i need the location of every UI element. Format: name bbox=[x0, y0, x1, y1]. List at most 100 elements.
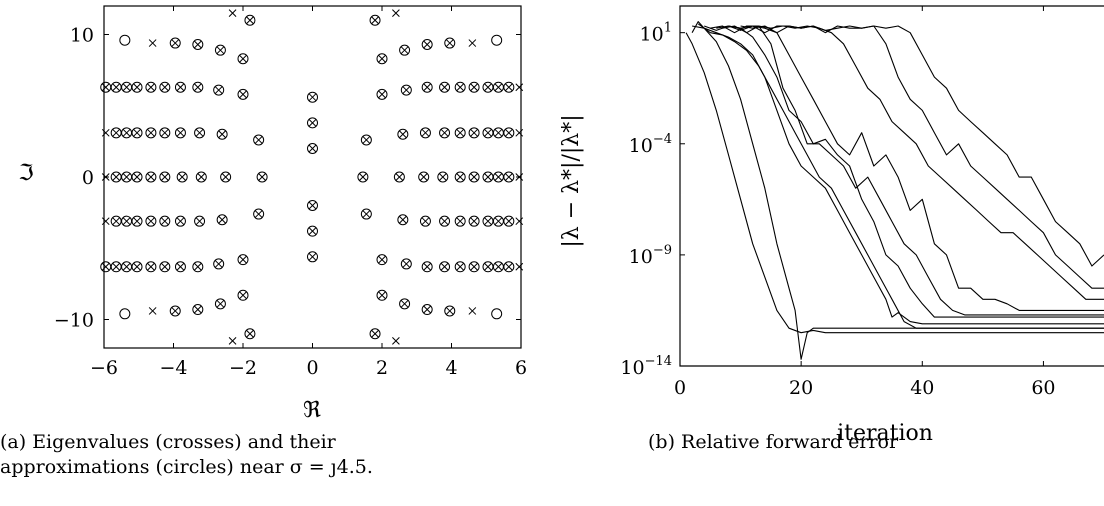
error-plot-frame bbox=[679, 5, 1104, 367]
forward-error-panel: |λ − λ*|/|λ*| iteration 0 20 40 60 101 10−4 10… bbox=[559, 5, 1104, 446]
error-series-line bbox=[728, 25, 1104, 289]
approximation-circle-point bbox=[369, 14, 381, 26]
eigenvalue-cross-point bbox=[438, 173, 447, 181]
approximation-circle-point bbox=[468, 215, 480, 227]
approximation-circle-point bbox=[214, 44, 226, 56]
eigenvalue-cross-point bbox=[419, 173, 428, 181]
error-series-line bbox=[722, 25, 1104, 300]
eigenvalue-cross-point bbox=[515, 83, 524, 92]
approximation-circle-point bbox=[307, 143, 318, 154]
eigenvalue-cross-point bbox=[148, 307, 157, 315]
approximation-circle-point bbox=[307, 251, 318, 263]
eigenvalue-cross-point bbox=[395, 173, 404, 181]
approximation-circle-point bbox=[399, 298, 411, 310]
eigenvalue-cross-point bbox=[484, 83, 492, 92]
eigenvalue-cross-point bbox=[308, 201, 317, 210]
approximation-circle-point bbox=[244, 14, 256, 26]
eigenvalue-cross-point bbox=[147, 128, 155, 137]
approximation-circle-point bbox=[439, 81, 451, 93]
approximation-circle-point bbox=[194, 215, 206, 227]
eigenvalue-cross-point bbox=[258, 173, 266, 181]
approximation-circle-point bbox=[237, 289, 249, 301]
error-series-line bbox=[704, 25, 1104, 318]
eigenvalue-cross-point bbox=[193, 83, 202, 92]
approximation-circle-point bbox=[220, 171, 232, 183]
eigenvalue-cross-point bbox=[362, 210, 371, 218]
approximation-circle-point bbox=[237, 53, 249, 65]
eigenvalue-cross-point bbox=[371, 329, 379, 338]
eigenvalue-cross-point bbox=[101, 128, 110, 137]
eigenvalue-cross-point bbox=[456, 128, 465, 137]
eigenvalue-cross-point bbox=[171, 39, 180, 47]
eigenvalue-cross-point bbox=[133, 217, 141, 226]
approximation-circle-point bbox=[216, 214, 228, 226]
approximation-circle-point bbox=[360, 134, 372, 146]
approximation-circle-point bbox=[399, 44, 411, 56]
eigenvalue-cross-point bbox=[216, 46, 225, 55]
approximation-circle-point bbox=[214, 298, 226, 310]
eigenvalue-cross-point bbox=[398, 130, 407, 139]
approximation-circle-point bbox=[400, 84, 412, 96]
eigenvalue-cross-point bbox=[440, 83, 449, 92]
eigenvalue-cross-point bbox=[378, 54, 386, 63]
approximation-circle-point bbox=[439, 215, 451, 227]
eigenvalue-cross-point bbox=[504, 83, 513, 92]
eigenvalue-cross-point bbox=[494, 128, 503, 137]
eigenvalue-cross-point bbox=[193, 262, 202, 271]
eigenvalue-cross-point bbox=[445, 39, 454, 47]
approximation-circle-point bbox=[454, 171, 466, 183]
eigenvalue-cross-point bbox=[440, 217, 449, 226]
eigenvalue-cross-point bbox=[101, 217, 110, 226]
eigenvalue-cross-point bbox=[494, 173, 503, 181]
approximation-circle-point bbox=[419, 127, 431, 139]
approximation-circle-point bbox=[491, 34, 503, 46]
eigenvalue-cross-point bbox=[470, 262, 478, 271]
eigenvalue-cross-point bbox=[160, 217, 169, 226]
scatter-x-tick-label: −6 bbox=[90, 357, 118, 379]
error-series-line bbox=[685, 32, 1104, 334]
eigenvalue-cross-point bbox=[133, 173, 141, 181]
scatter-x-tick-label: 2 bbox=[376, 357, 388, 379]
eigenvalue-cross-point bbox=[246, 329, 254, 338]
approximation-circle-point bbox=[468, 261, 480, 273]
error-series-line bbox=[740, 25, 1104, 267]
eigenvalue-cross-point bbox=[468, 307, 477, 315]
approximation-circle-point bbox=[213, 84, 225, 96]
approximation-circle-point bbox=[419, 215, 431, 227]
eigenvalue-cross-point bbox=[423, 262, 432, 271]
approximation-circle-point bbox=[119, 34, 131, 46]
eigenvalue-cross-point bbox=[147, 173, 155, 181]
approximation-circle-point bbox=[237, 88, 249, 100]
eigenvalue-cross-point bbox=[494, 262, 503, 271]
approximation-circle-point bbox=[397, 214, 409, 226]
eigenvalue-cross-point bbox=[239, 54, 247, 63]
eigenvalue-cross-point bbox=[402, 260, 411, 268]
approximation-circle-point bbox=[307, 225, 318, 237]
approximation-circle-point bbox=[159, 171, 171, 183]
eigenvalue-cross-point bbox=[239, 90, 247, 99]
eigenvalue-cross-point bbox=[398, 215, 407, 224]
approximation-circle-point bbox=[192, 304, 204, 316]
approximation-circle-point bbox=[503, 261, 515, 273]
approximation-circle-point bbox=[421, 304, 433, 316]
approximation-circle-point bbox=[468, 127, 480, 139]
approximation-circle-point bbox=[145, 261, 157, 273]
eigenvalue-cross-point bbox=[254, 210, 263, 218]
eigenvalue-cross-point bbox=[197, 173, 206, 181]
approximation-circle-point bbox=[418, 171, 430, 183]
approximation-circle-point bbox=[174, 127, 186, 139]
approximation-circle-point bbox=[468, 81, 480, 93]
approximation-circle-point bbox=[503, 171, 515, 183]
approximation-circle-point bbox=[213, 258, 225, 270]
eigenvalue-cross-point bbox=[308, 144, 317, 153]
eigenvalue-cross-point bbox=[470, 173, 478, 181]
approximation-circle-point bbox=[376, 88, 388, 100]
eigenvalue-cross-point bbox=[122, 173, 131, 181]
approximation-circle-point bbox=[131, 171, 143, 183]
approximation-circle-point bbox=[192, 81, 204, 93]
eigenvalue-cross-point bbox=[392, 337, 400, 345]
eigenvalue-cross-point bbox=[122, 262, 131, 271]
approximation-circle-point bbox=[307, 91, 318, 103]
eigenvalue-cross-point bbox=[423, 83, 432, 92]
eigenvalue-cross-point bbox=[122, 83, 131, 92]
